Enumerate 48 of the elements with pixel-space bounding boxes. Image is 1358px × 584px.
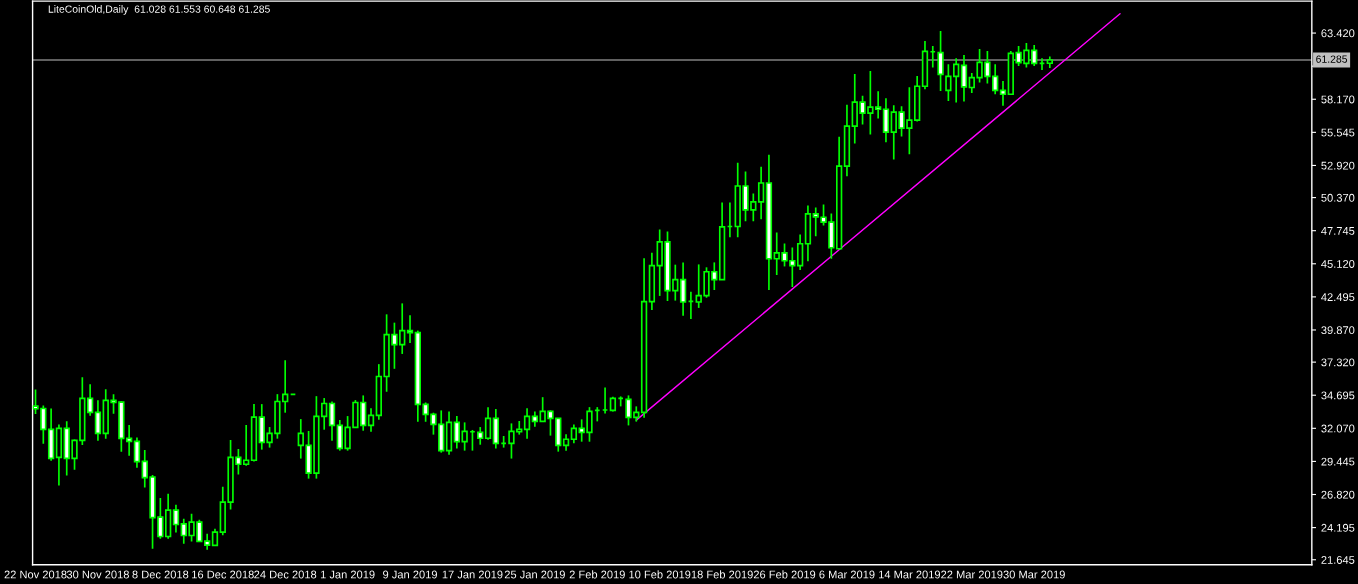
candlestick: [367, 407, 375, 433]
y-tick-label: 26.820: [1321, 490, 1355, 499]
x-tick-label: 10 Feb 2019: [629, 570, 691, 579]
y-tick-label: 34.695: [1321, 391, 1355, 400]
x-tick-label: 16 Dec 2018: [192, 570, 254, 579]
y-tick-label: 52.920: [1321, 161, 1355, 170]
x-tick-label: 22 Mar 2019: [941, 570, 1003, 579]
x-tick-label: 17 Jan 2019: [442, 570, 503, 579]
x-tick-label: 26 Feb 2019: [753, 570, 816, 579]
y-tick-label: 37.320: [1321, 358, 1355, 367]
x-tick-label: 1 Jan 2019: [320, 570, 375, 579]
y-tick-label: 55.545: [1321, 128, 1355, 137]
y-tick-label: 29.445: [1321, 457, 1355, 466]
y-tick-label: 50.370: [1321, 193, 1355, 202]
candlestick: [882, 97, 890, 144]
y-tick-label: 58.170: [1321, 95, 1355, 104]
y-tick-label: 21.645: [1321, 556, 1355, 564]
x-tick-label: 8 Dec 2018: [132, 570, 189, 579]
y-tick-label: 24.195: [1321, 523, 1355, 532]
x-tick-label: 22 Nov 2018: [4, 570, 67, 579]
candlestick: [523, 407, 531, 440]
candlestick: [484, 406, 492, 441]
x-tick-label: 14 Mar 2019: [879, 570, 941, 579]
x-tick-label: 30 Nov 2018: [66, 570, 129, 579]
candlestick: [937, 30, 944, 92]
y-tick-label: 39.870: [1321, 326, 1355, 335]
x-tick-label: 9 Jan 2019: [383, 570, 437, 579]
x-tick-label: 30 Mar 2019: [1003, 570, 1065, 579]
ref-line-label: 61.285: [1316, 55, 1348, 63]
y-tick-label: 32.070: [1321, 424, 1355, 433]
chart-title: LiteCoinOld,Daily 61.028 61.553 60.648 61.285: [48, 5, 270, 15]
candlestick: [999, 80, 1007, 107]
y-tick-label: 47.745: [1321, 227, 1355, 235]
candlestick: [679, 261, 687, 317]
x-tick-label: 6 Mar 2019: [819, 570, 875, 579]
candlestick: [757, 165, 765, 220]
x-tick-label: 2 Feb 2019: [569, 570, 625, 579]
candlestick: [328, 400, 336, 442]
candlestick: [172, 504, 180, 534]
x-tick-label: 25 Jan 2019: [504, 570, 565, 579]
x-tick-label: 24 Dec 2018: [254, 570, 317, 579]
candlestick: [960, 54, 968, 103]
x-tick-label: 18 Feb 2019: [691, 570, 753, 579]
y-tick-label: 42.495: [1321, 293, 1355, 302]
y-tick-label: 63.420: [1321, 29, 1355, 38]
y-tick-label: 45.120: [1321, 260, 1355, 268]
candlestick: [133, 436, 141, 469]
candlestick: [94, 399, 102, 442]
